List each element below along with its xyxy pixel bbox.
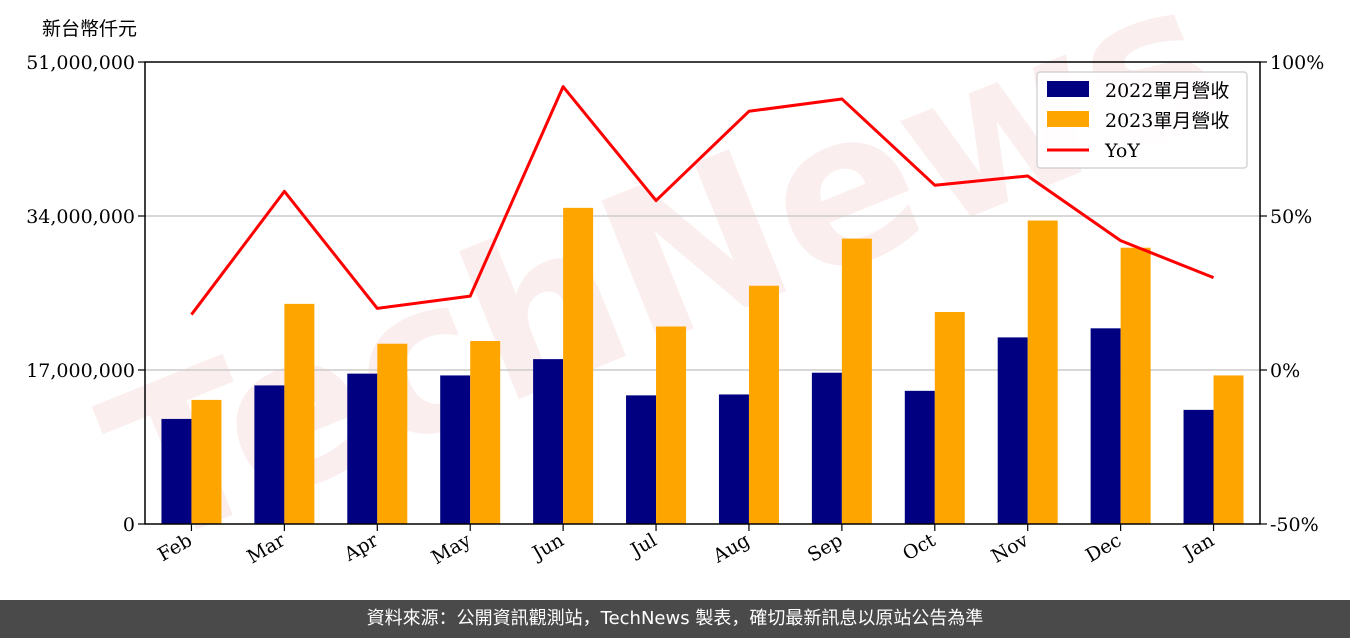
bar-2022-oct [904,390,935,524]
bar-2022-nov [997,337,1028,524]
bar-2023-may [470,341,501,524]
x-tick-label-sep: Sep [804,529,847,566]
x-tick-label-jun: Jun [527,529,568,565]
bar-2022-mar [254,385,285,524]
bar-2022-feb [161,418,192,524]
revenue-chart: TechNews 017,000,00034,000,00051,000,000… [26,0,1324,595]
bar-2022-sep [811,372,842,524]
y2-tick-label: -50% [1270,514,1319,536]
legend: 2022單月營收 2023單月營收 YoY [1036,71,1248,169]
bar-2022-jan [1183,409,1214,524]
legend-label: YoY [1104,140,1140,162]
plot-frame [144,61,1261,525]
y-tick-label: 17,000,000 [26,360,135,382]
bars-group [161,207,1244,525]
bar-2023-sep [841,238,872,524]
bar-2023-apr [377,343,408,524]
y2-tick-label: 50% [1270,206,1312,228]
x-tick-label-may: May [428,529,475,569]
bar-2023-mar [284,303,315,524]
bar-2022-dec [1090,328,1121,524]
bar-2022-jun [533,359,564,524]
yoy-line [190,85,1215,316]
bar-2022-jul [626,395,657,524]
bar-2023-jul [656,326,687,524]
bar-2023-jun [563,207,594,525]
bar-2023-aug [748,285,779,524]
x-tick-label-apr: Apr [340,529,383,566]
bar-2023-feb [191,399,222,524]
legend-swatch [1047,111,1089,127]
y-tick-label: 0 [123,514,135,536]
bar-2023-oct [934,312,965,524]
legend-box [1036,71,1248,169]
y-tick-label: 34,000,000 [26,206,135,228]
bar-2022-may [440,375,471,524]
y2-tick-label: 100% [1270,52,1324,74]
y-axis-unit-label: 新台幣仟元 [42,18,138,40]
bar-2023-dec [1120,247,1151,525]
x-tick-label-dec: Dec [1082,529,1125,567]
footer-source-note: 資料來源：公開資訊觀測站，TechNews 製表，確切最新訊息以原站公告為準 [0,600,1350,638]
y-tick-label: 51,000,000 [26,52,135,74]
x-tick-label-jan: Jan [1178,529,1218,565]
legend-swatch [1047,81,1089,97]
bar-2022-apr [347,373,378,524]
bar-2023-nov [1027,220,1058,524]
x-tick-label-aug: Aug [709,529,754,568]
x-tick-label-jul: Jul [625,529,660,562]
legend-label: 2023單月營收 [1105,110,1229,132]
legend-label: 2022單月營收 [1105,80,1229,102]
yoy-line-group [190,85,1215,316]
x-tick-label-oct: Oct [899,529,940,565]
bar-2023-jan [1213,375,1244,524]
x-tick-label-nov: Nov [988,529,1033,568]
bar-2022-aug [718,394,749,524]
grid-lines [145,215,1260,371]
y2-tick-label: 0% [1270,360,1300,382]
